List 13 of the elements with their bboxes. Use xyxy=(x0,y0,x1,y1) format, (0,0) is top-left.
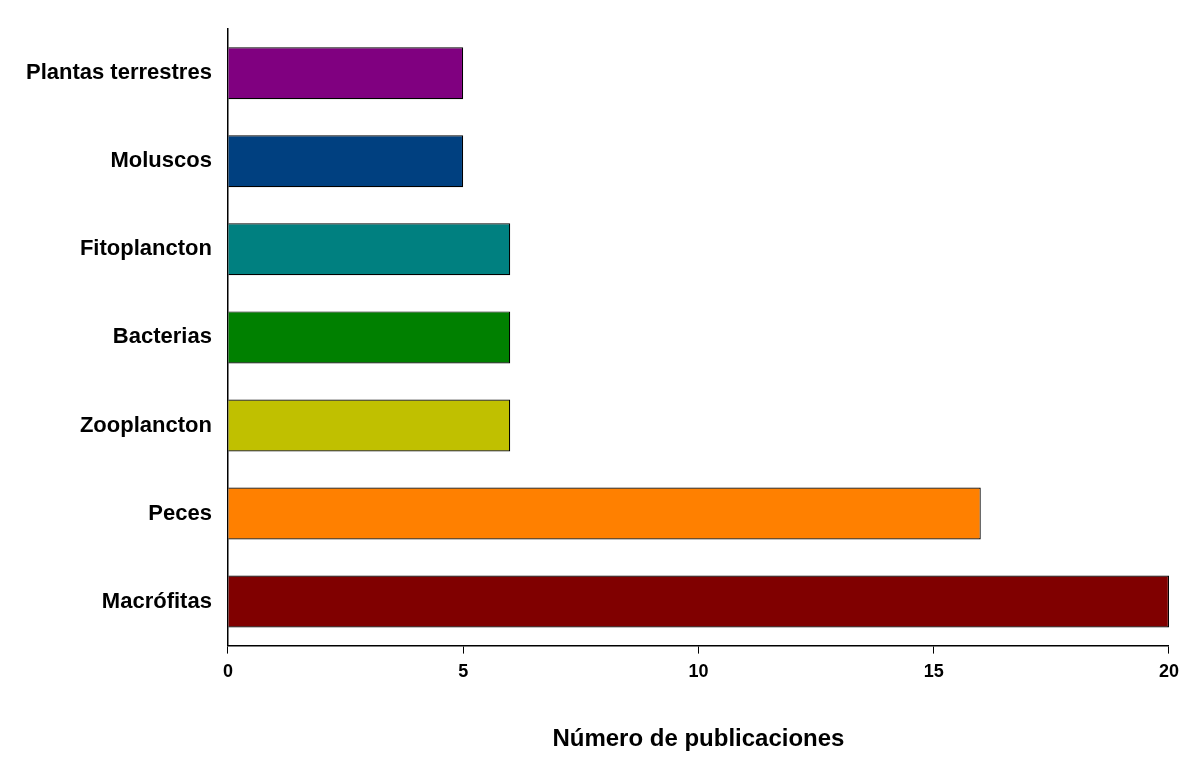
x-axis-title: Número de publicaciones xyxy=(552,724,845,752)
x-tick-label: 15 xyxy=(923,661,944,682)
y-tick-label: Peces xyxy=(148,499,212,525)
x-tick-label: 10 xyxy=(688,661,709,682)
x-tick-label: 0 xyxy=(222,661,233,682)
x-tick-label: 5 xyxy=(458,661,469,682)
y-tick-label: Plantas terrestres xyxy=(25,59,212,85)
x-tick-label: 20 xyxy=(1158,661,1179,682)
y-tick-label: Macrófitas xyxy=(101,587,212,613)
y-tick-label: Fitoplancton xyxy=(79,235,212,261)
y-tick-label: Bacterias xyxy=(112,323,212,349)
y-tick-label: Moluscos xyxy=(110,147,212,173)
y-tick-label: Zooplancton xyxy=(79,411,212,437)
